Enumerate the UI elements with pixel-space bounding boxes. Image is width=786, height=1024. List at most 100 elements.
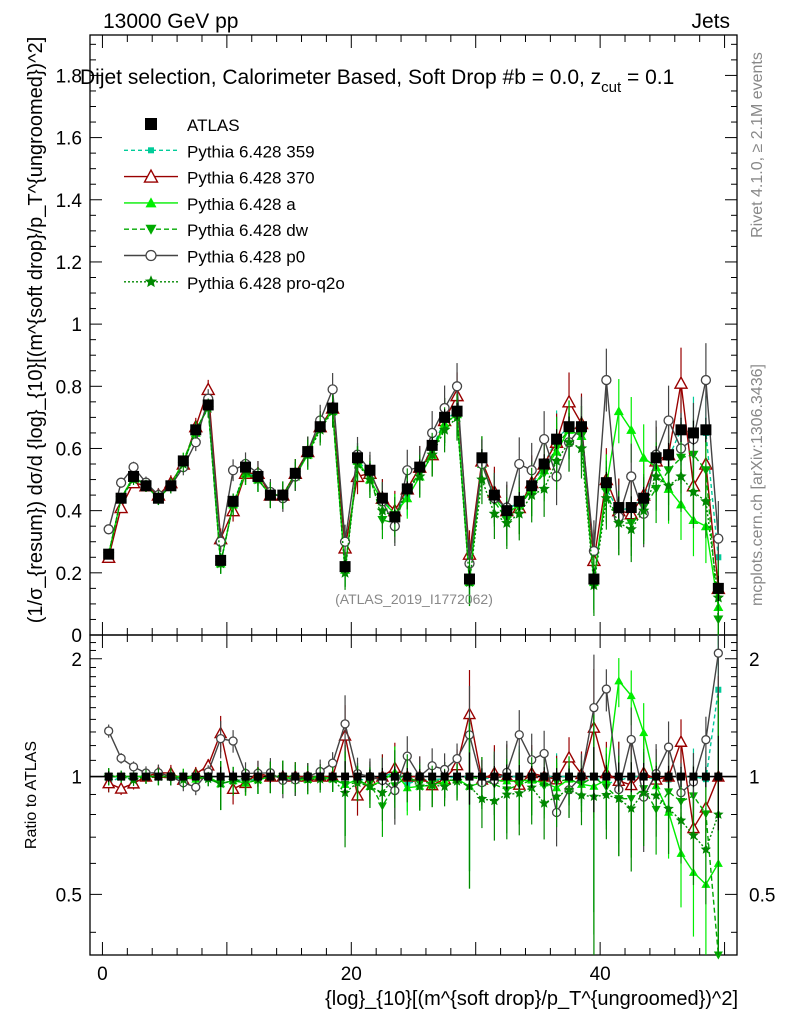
ratio-point-atlas bbox=[639, 772, 648, 781]
ratio-point-pythia-6-428-p0 bbox=[589, 703, 599, 713]
energy-label: 13000 GeV pp bbox=[103, 10, 238, 33]
legend-marker-pythia-6-428-pro-q2o bbox=[144, 275, 158, 288]
ratio-point-atlas bbox=[627, 772, 636, 781]
ratio-tick-label-right: 0.5 bbox=[749, 885, 775, 906]
ratio-point-atlas bbox=[477, 772, 486, 781]
ratio-point-pythia-6-428-p0 bbox=[116, 753, 126, 763]
ratio-point-pythia-6-428-pro-q2o bbox=[638, 787, 649, 798]
data-point-pythia-6-428-pro-q2o bbox=[700, 495, 712, 507]
data-point-pythia-6-428-a bbox=[626, 424, 637, 434]
ratio-point-atlas bbox=[229, 772, 238, 781]
data-point-atlas bbox=[240, 461, 252, 473]
y-tick-label: 0 bbox=[71, 626, 82, 647]
ratio-point-atlas bbox=[602, 772, 611, 781]
data-point-pythia-6-428-p0 bbox=[103, 524, 114, 535]
ratio-point-pythia-6-428-pro-q2o bbox=[414, 780, 425, 791]
data-point-pythia-6-428-pro-q2o bbox=[550, 454, 563, 466]
ratio-point-pythia-6-428-p0 bbox=[327, 758, 338, 768]
ratio-line-pythia-6-428-370 bbox=[108, 713, 719, 831]
legend-label-pythia-6-428-dw: Pythia 6.428 dw bbox=[187, 221, 309, 240]
legend-marker-pythia-6-428-370 bbox=[143, 168, 159, 183]
ratio-point-atlas bbox=[552, 772, 561, 781]
x-tick-label: 20 bbox=[341, 964, 362, 985]
data-point-atlas bbox=[103, 548, 115, 560]
ratio-point-atlas bbox=[291, 772, 300, 781]
ratio-point-atlas bbox=[104, 772, 113, 781]
data-point-pythia-6-428-p0 bbox=[227, 465, 239, 476]
data-point-pythia-6-428-pro-q2o bbox=[501, 517, 513, 528]
ratio-point-atlas bbox=[365, 772, 374, 781]
y-tick-label: 1.8 bbox=[56, 66, 82, 87]
ratio-point-pythia-6-428-pro-q2o bbox=[489, 795, 500, 806]
data-point-pythia-6-428-p0 bbox=[713, 533, 724, 544]
data-point-pythia-6-428-pro-q2o bbox=[563, 436, 575, 448]
ratio-point-pythia-6-428-p0 bbox=[514, 730, 524, 740]
ratio-point-atlas bbox=[453, 772, 462, 781]
y-tick-label: 0.4 bbox=[56, 502, 83, 523]
data-point-pythia-6-428-pro-q2o bbox=[438, 423, 451, 435]
y-axis-title-ratio: Ratio to ATLAS bbox=[23, 741, 40, 849]
ratio-point-pythia-6-428-dw bbox=[713, 951, 723, 960]
data-point-atlas bbox=[327, 402, 339, 414]
data-point-pythia-6-428-a bbox=[613, 406, 624, 416]
data-point-atlas bbox=[426, 439, 438, 451]
data-point-pythia-6-428-pro-q2o bbox=[638, 504, 650, 516]
legend-label-pythia-6-428-p0: Pythia 6.428 p0 bbox=[187, 248, 305, 267]
y-axis-title-main: (1/σ_{resum}) dσ/d {log}_{10}[(m^{soft d… bbox=[25, 37, 47, 624]
ratio-point-atlas bbox=[465, 772, 474, 781]
data-point-pythia-6-428-p0 bbox=[215, 536, 226, 547]
data-point-pythia-6-428-pro-q2o bbox=[600, 492, 613, 504]
ratio-point-pythia-6-428-pro-q2o bbox=[650, 790, 662, 800]
ratio-point-pythia-6-428-pro-q2o bbox=[688, 829, 699, 840]
data-point-pythia-6-428-pro-q2o bbox=[687, 486, 700, 497]
ratio-point-atlas bbox=[540, 772, 549, 781]
legend: ATLAS Pythia 6.428 359 Pythia 6.428 370 Pyt… bbox=[124, 116, 345, 293]
x-tick-label: 40 bbox=[590, 964, 611, 985]
ratio-point-atlas bbox=[677, 772, 686, 781]
main-series-layer bbox=[101, 343, 726, 658]
ratio-point-pythia-6-428-a bbox=[639, 728, 649, 737]
plot-title-main: Dijet selection, Calorimeter Based, Soft… bbox=[80, 66, 601, 89]
ratio-point-pythia-6-428-pro-q2o bbox=[675, 814, 687, 825]
legend-label-pythia-6-428-370: Pythia 6.428 370 bbox=[187, 169, 315, 188]
ratio-point-pythia-6-428-pro-q2o bbox=[377, 787, 388, 798]
data-point-atlas bbox=[140, 480, 152, 492]
ratio-point-atlas bbox=[141, 772, 150, 781]
data-point-atlas bbox=[712, 582, 724, 594]
ratio-point-atlas bbox=[316, 772, 325, 781]
legend-label-pythia-6-428-a: Pythia 6.428 a bbox=[187, 195, 296, 214]
data-point-atlas bbox=[352, 452, 364, 464]
data-point-pythia-6-428-p0 bbox=[339, 536, 351, 547]
ratio-point-pythia-6-428-pro-q2o bbox=[439, 781, 450, 791]
data-point-atlas bbox=[165, 480, 177, 492]
legend-marker-pythia-6-428-dw bbox=[145, 224, 157, 235]
ratio-point-atlas bbox=[278, 772, 287, 781]
ratio-point-atlas bbox=[689, 772, 698, 781]
ratio-point-pythia-6-428-p0 bbox=[191, 782, 201, 792]
data-point-atlas bbox=[115, 492, 127, 504]
data-point-atlas bbox=[476, 452, 488, 464]
ratio-point-pythia-6-428-pro-q2o bbox=[514, 787, 525, 798]
ratio-point-atlas bbox=[117, 772, 126, 781]
ratio-point-atlas bbox=[701, 772, 710, 781]
ratio-point-pythia-6-428-pro-q2o bbox=[563, 784, 575, 795]
data-point-atlas bbox=[625, 502, 637, 514]
data-point-atlas bbox=[663, 449, 675, 461]
ratio-tick-label-right: 2 bbox=[749, 650, 760, 671]
data-point-atlas bbox=[650, 452, 662, 464]
ratio-point-atlas bbox=[216, 772, 225, 781]
data-point-atlas bbox=[414, 461, 426, 473]
data-point-atlas bbox=[289, 467, 301, 479]
legend-marker-pythia-6-428-359 bbox=[148, 147, 154, 154]
data-point-atlas bbox=[389, 511, 401, 523]
ratio-point-pythia-6-428-p0 bbox=[128, 762, 139, 772]
data-point-atlas bbox=[202, 399, 214, 411]
data-point-pythia-6-428-pro-q2o bbox=[650, 470, 662, 482]
ratio-point-atlas bbox=[403, 772, 412, 781]
data-point-pythia-6-428-pro-q2o bbox=[364, 473, 376, 485]
data-point-atlas bbox=[376, 492, 388, 504]
data-point-atlas bbox=[687, 427, 699, 439]
ratio-point-pythia-6-428-a bbox=[614, 676, 624, 685]
data-point-atlas bbox=[538, 458, 550, 470]
data-point-atlas bbox=[152, 492, 164, 504]
